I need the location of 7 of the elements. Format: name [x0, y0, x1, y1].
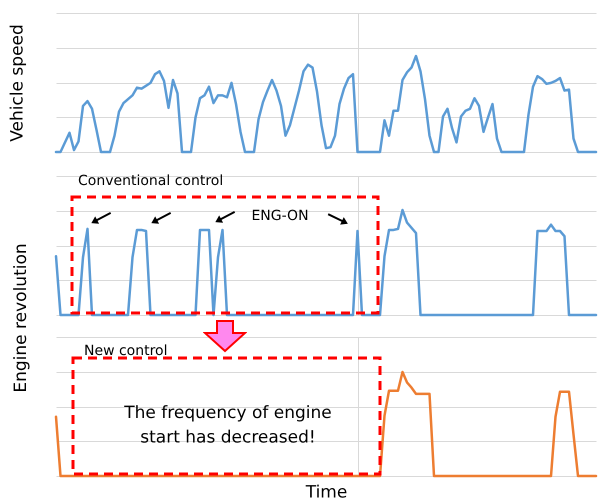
text: Conventional control	[78, 173, 224, 189]
x-axis-title: Time	[304, 482, 348, 499]
y-axis-title: Vehicle speed	[8, 24, 28, 142]
annotation: ENG-ON	[251, 208, 309, 224]
y-axis-title: Engine revolution	[11, 243, 31, 393]
text: New control	[84, 343, 168, 359]
annotation: The frequency of engine start has decreased!	[123, 403, 332, 448]
